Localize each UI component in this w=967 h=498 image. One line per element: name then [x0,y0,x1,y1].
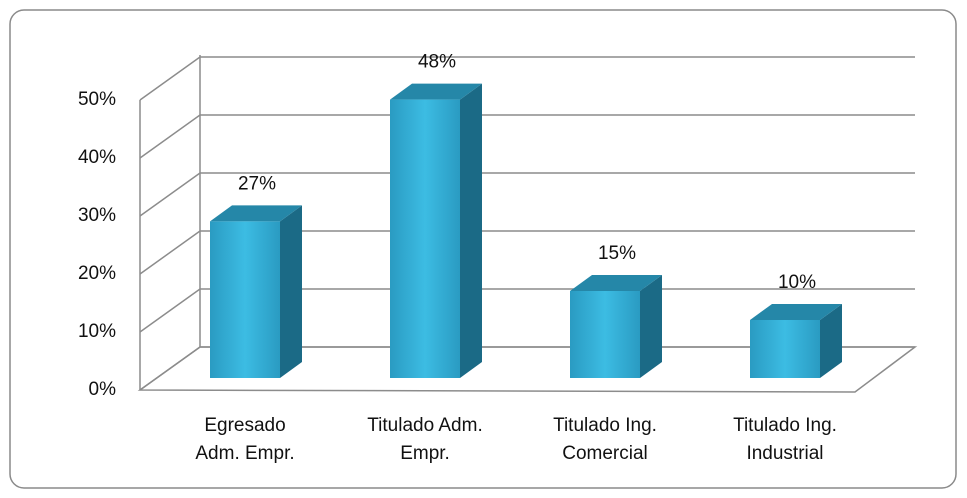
y-tick-label: 10% [78,321,116,342]
x-tick-label: Industrial [746,443,823,464]
y-tick-label: 40% [78,147,116,168]
y-tick-label: 50% [78,89,116,110]
bar [750,304,842,378]
bar-top [750,304,842,320]
data-label: 27% [238,173,276,194]
y-tick-label: 20% [78,263,116,284]
grid-line [139,114,915,159]
y-tick-label: 0% [89,379,117,400]
x-tick-label: Egresado [204,415,285,436]
x-tick-label: Comercial [562,443,648,464]
grid-line [139,172,915,217]
bar-front [750,320,820,378]
bar-side [640,275,662,378]
data-label: 10% [778,272,816,293]
bar-front [570,291,640,378]
x-tick-label: Titulado Adm. [367,415,482,436]
x-tick-label: Titulado Ing. [553,415,657,436]
bar-front [390,99,460,378]
grid-line [139,288,915,333]
bar [210,205,302,378]
x-tick-label: Titulado Ing. [733,415,837,436]
bar-side [280,205,302,378]
bar-front [210,221,280,378]
bar-side [820,304,842,378]
bar-side [460,83,482,378]
bar-top [210,205,302,222]
x-tick-label: Empr. [400,443,450,464]
bar [570,275,662,378]
x-tick-label: Adm. Empr. [195,443,294,464]
grid-line [139,56,915,101]
grid-line [139,230,915,275]
data-label: 15% [598,243,636,264]
data-label: 48% [418,52,456,73]
grid-line [139,346,915,391]
bar [390,83,482,378]
y-tick-label: 30% [78,205,116,226]
bar-top [390,83,482,100]
bar-top [570,275,662,291]
